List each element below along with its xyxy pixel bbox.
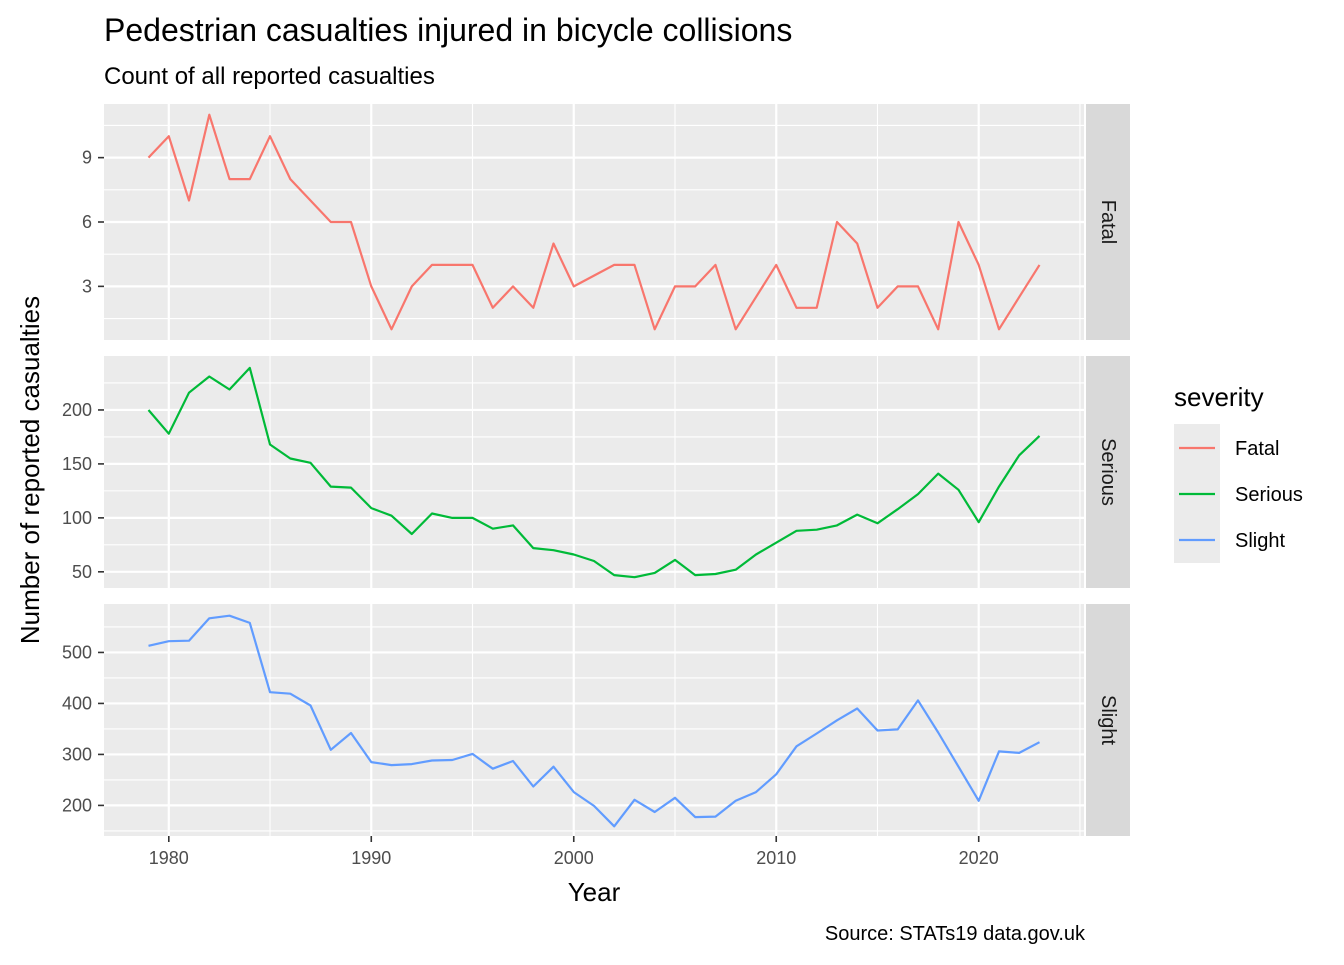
x-tick-label: 2000: [554, 848, 594, 868]
chart-title: Pedestrian casualties injured in bicycle…: [104, 12, 792, 48]
y-tick-label-fatal: 9: [82, 148, 92, 168]
y-tick-label-slight: 400: [62, 693, 92, 713]
series-line-fatal: [147, 113, 1041, 331]
x-tick-label: 1980: [149, 848, 189, 868]
facet-strip-serious: [1086, 356, 1130, 588]
facet-strip-label-slight: Slight: [1097, 695, 1119, 745]
x-tick-label: 2010: [756, 848, 796, 868]
chart-subtitle: Count of all reported casualties: [104, 63, 435, 90]
y-tick-label-fatal: 3: [82, 276, 92, 296]
legend-label-serious: Serious: [1235, 484, 1303, 506]
series-line-slight: [148, 614, 1041, 828]
legend-label-slight: Slight: [1235, 530, 1285, 552]
y-tick-label-slight: 500: [62, 642, 92, 662]
facet-strip-label-serious: Serious: [1097, 438, 1119, 506]
facet-panel-fatal: 3 6 9 Fatal: [82, 104, 1130, 340]
y-tick-label-serious: 150: [62, 454, 92, 474]
y-tick-label-serious: 50: [72, 562, 92, 582]
facet-strip-fatal: [1086, 104, 1130, 340]
y-tick-label-slight: 200: [62, 795, 92, 815]
panel-background-serious: [104, 356, 1084, 588]
x-tick-label: 1990: [351, 848, 391, 868]
x-axis: 1980 1990 2000 2010 2020: [149, 836, 999, 868]
facet-panel-slight: 200 300 400 500 Slight: [62, 604, 1130, 836]
y-axis-title: Number of reported casualties: [15, 296, 45, 644]
facet-strip-slight: [1086, 604, 1130, 836]
x-axis-title: Year: [568, 877, 621, 907]
y-tick-label-slight: 300: [62, 744, 92, 764]
y-tick-label-fatal: 6: [82, 212, 92, 232]
legend-items: Fatal Serious Slight: [1179, 438, 1303, 552]
panel-background-slight: [104, 604, 1084, 836]
legend-label-fatal: Fatal: [1235, 438, 1279, 460]
legend: severity Fatal Serious Slight: [1174, 382, 1303, 563]
legend-title: severity: [1174, 382, 1264, 412]
series-line-serious: [147, 366, 1041, 579]
y-tick-label-serious: 200: [62, 400, 92, 420]
x-tick-label: 2020: [959, 848, 999, 868]
y-tick-label-serious: 100: [62, 508, 92, 528]
facet-panels: 3 6 9 Fatal 50 100 150 200 Serious 200 300 400 500 Sl…: [62, 104, 1130, 836]
facet-panel-serious: 50 100 150 200 Serious: [62, 356, 1130, 588]
facet-strip-label-fatal: Fatal: [1097, 200, 1119, 244]
chart-caption: Source: STATs19 data.gov.uk: [825, 923, 1086, 945]
